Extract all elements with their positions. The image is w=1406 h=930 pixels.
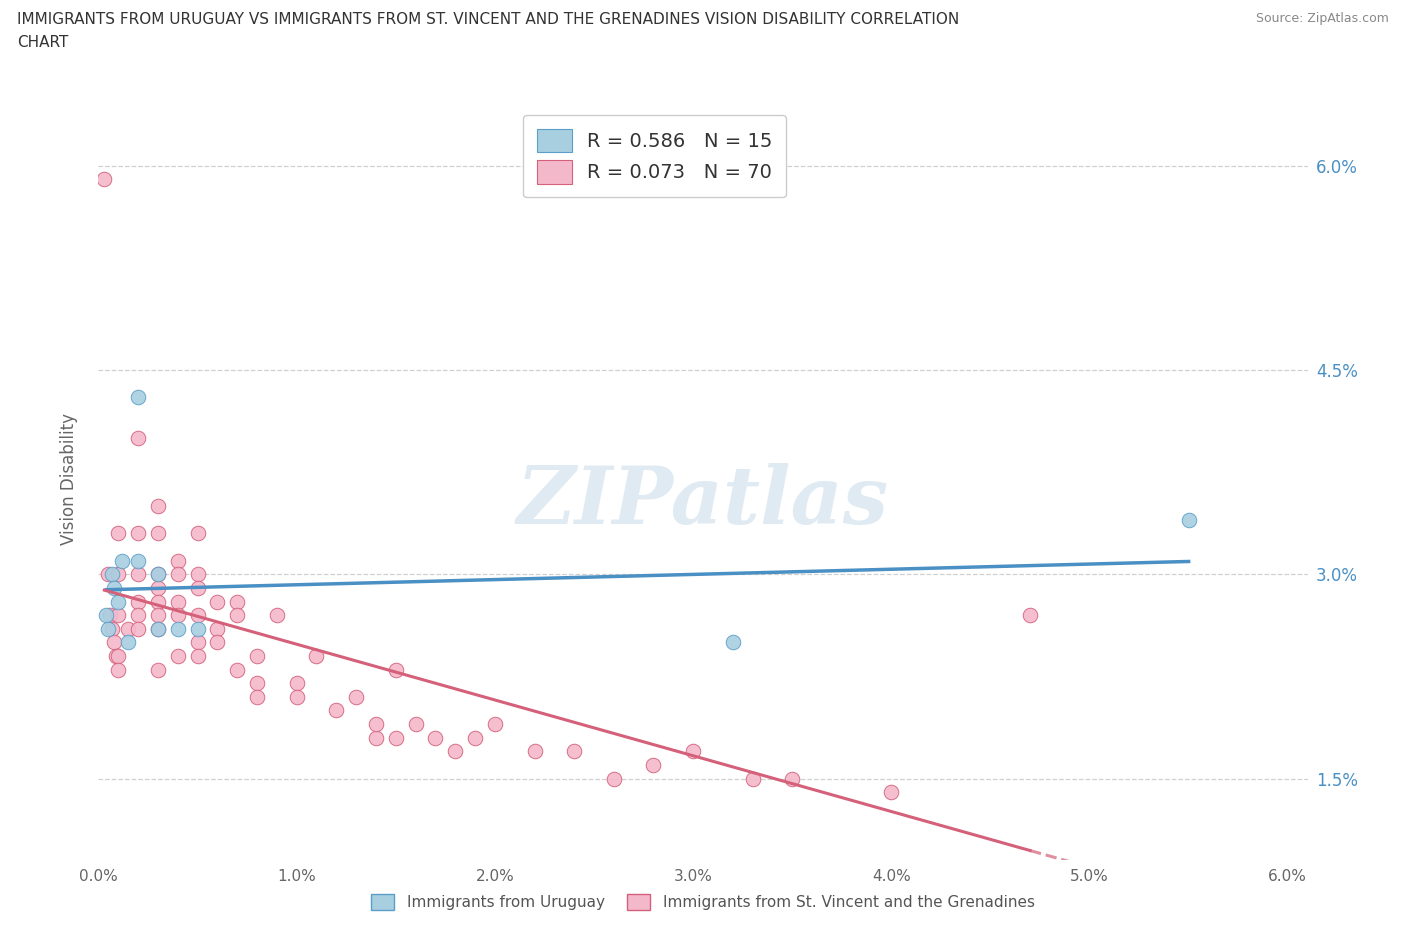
Point: [111, 553, 134, 568]
Point: [266, 607, 288, 622]
Point: [226, 607, 249, 622]
Point: [364, 730, 387, 745]
Point: [603, 771, 626, 786]
Point: [105, 648, 128, 663]
Point: [246, 689, 269, 704]
Point: [207, 635, 229, 650]
Point: [444, 744, 467, 759]
Point: [721, 635, 744, 650]
Y-axis label: Vision Disability: Vision Disability: [59, 413, 77, 545]
Point: [166, 567, 188, 582]
Point: [117, 635, 139, 650]
Point: [285, 676, 308, 691]
Point: [103, 635, 125, 650]
Point: [146, 594, 169, 609]
Point: [166, 594, 188, 609]
Point: [364, 717, 387, 732]
Point: [166, 621, 188, 636]
Point: [107, 567, 129, 582]
Point: [186, 567, 208, 582]
Point: [166, 607, 188, 622]
Point: [246, 676, 269, 691]
Point: [186, 621, 208, 636]
Point: [97, 621, 120, 636]
Point: [103, 580, 125, 595]
Point: [325, 703, 347, 718]
Point: [127, 390, 149, 405]
Text: CHART: CHART: [17, 35, 69, 50]
Point: [880, 785, 903, 800]
Point: [1177, 512, 1199, 527]
Point: [146, 526, 169, 541]
Text: ZIPatlas: ZIPatlas: [517, 463, 889, 540]
Point: [117, 621, 139, 636]
Point: [643, 757, 665, 772]
Point: [127, 567, 149, 582]
Legend: R = 0.586   N = 15, R = 0.073   N = 70: R = 0.586 N = 15, R = 0.073 N = 70: [523, 115, 786, 197]
Point: [97, 567, 120, 582]
Point: [186, 607, 208, 622]
Point: [127, 621, 149, 636]
Point: [186, 635, 208, 650]
Point: [107, 648, 129, 663]
Point: [186, 580, 208, 595]
Point: [186, 526, 208, 541]
Point: [107, 607, 129, 622]
Point: [127, 431, 149, 445]
Point: [305, 648, 328, 663]
Legend: Immigrants from Uruguay, Immigrants from St. Vincent and the Grenadines: Immigrants from Uruguay, Immigrants from…: [364, 886, 1042, 918]
Point: [1019, 607, 1042, 622]
Point: [146, 498, 169, 513]
Point: [285, 689, 308, 704]
Point: [166, 648, 188, 663]
Point: [384, 730, 406, 745]
Point: [384, 662, 406, 677]
Point: [562, 744, 585, 759]
Point: [146, 607, 169, 622]
Point: [741, 771, 763, 786]
Point: [207, 594, 229, 609]
Point: [464, 730, 486, 745]
Point: [98, 607, 121, 622]
Point: [166, 553, 188, 568]
Point: [146, 567, 169, 582]
Text: IMMIGRANTS FROM URUGUAY VS IMMIGRANTS FROM ST. VINCENT AND THE GRENADINES VISION: IMMIGRANTS FROM URUGUAY VS IMMIGRANTS FR…: [17, 12, 959, 27]
Point: [425, 730, 447, 745]
Point: [682, 744, 704, 759]
Point: [146, 567, 169, 582]
Point: [146, 662, 169, 677]
Point: [186, 648, 208, 663]
Text: Source: ZipAtlas.com: Source: ZipAtlas.com: [1256, 12, 1389, 25]
Point: [523, 744, 546, 759]
Point: [101, 567, 124, 582]
Point: [246, 648, 269, 663]
Point: [127, 553, 149, 568]
Point: [146, 621, 169, 636]
Point: [127, 607, 149, 622]
Point: [146, 580, 169, 595]
Point: [107, 662, 129, 677]
Point: [93, 172, 115, 187]
Point: [780, 771, 803, 786]
Point: [484, 717, 506, 732]
Point: [207, 621, 229, 636]
Point: [344, 689, 367, 704]
Point: [146, 621, 169, 636]
Point: [127, 526, 149, 541]
Point: [405, 717, 427, 732]
Point: [127, 594, 149, 609]
Point: [101, 621, 124, 636]
Point: [107, 594, 129, 609]
Point: [226, 594, 249, 609]
Point: [226, 662, 249, 677]
Point: [107, 526, 129, 541]
Point: [96, 607, 118, 622]
